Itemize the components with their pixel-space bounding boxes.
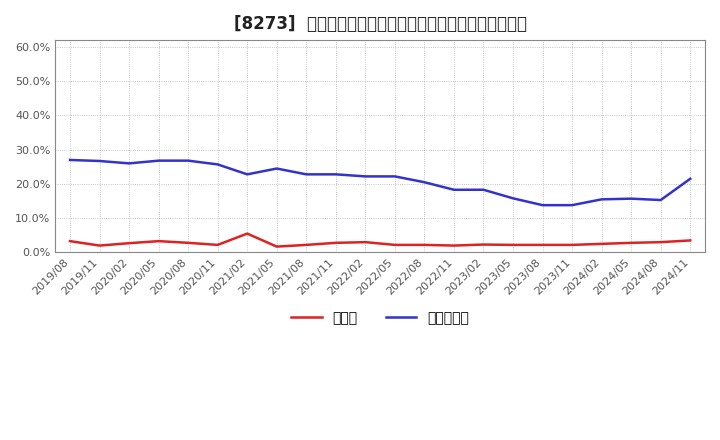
現須金 (627, 240, 636, 246)
有利子負債 (361, 174, 369, 179)
有利子負債 (154, 158, 163, 163)
現須金 (125, 241, 133, 246)
有利子負債 (66, 158, 74, 163)
有利子負債 (627, 196, 636, 202)
現須金 (213, 242, 222, 248)
現須金 (598, 241, 606, 246)
有利子負債 (420, 180, 428, 185)
現須金 (272, 244, 281, 249)
Legend: 現須金, 有利子負債: 現須金, 有利子負債 (286, 305, 474, 330)
有利子負債 (598, 197, 606, 202)
現須金 (539, 242, 547, 248)
現須金 (657, 239, 665, 245)
有利子負債 (657, 198, 665, 203)
現須金 (66, 238, 74, 244)
Line: 有利子負債: 有利子負債 (70, 160, 690, 205)
現須金 (331, 240, 340, 246)
現須金 (95, 243, 104, 248)
有利子負債 (331, 172, 340, 177)
現須金 (184, 240, 192, 246)
現須金 (154, 238, 163, 244)
有利子負債 (272, 166, 281, 171)
現須金 (420, 242, 428, 248)
有利子負債 (184, 158, 192, 163)
有利子負債 (686, 176, 695, 181)
有利子負債 (302, 172, 310, 177)
有利子負債 (125, 161, 133, 166)
有利子負債 (95, 158, 104, 164)
有利子負債 (568, 202, 577, 208)
現須金 (243, 231, 251, 236)
現須金 (302, 242, 310, 248)
現須金 (390, 242, 399, 248)
有利子負債 (509, 196, 518, 201)
現須金 (361, 239, 369, 245)
現須金 (509, 242, 518, 248)
有利子負債 (539, 202, 547, 208)
Title: [8273]  現須金、有利子負債の総資産に対する比率の推移: [8273] 現須金、有利子負債の総資産に対する比率の推移 (233, 15, 526, 33)
有利子負債 (213, 162, 222, 167)
現須金 (480, 242, 488, 247)
有利子負債 (449, 187, 458, 192)
現須金 (568, 242, 577, 248)
有利子負債 (243, 172, 251, 177)
Line: 現須金: 現須金 (70, 234, 690, 246)
有利子負債 (390, 174, 399, 179)
現須金 (686, 238, 695, 243)
有利子負債 (480, 187, 488, 192)
現須金 (449, 243, 458, 248)
